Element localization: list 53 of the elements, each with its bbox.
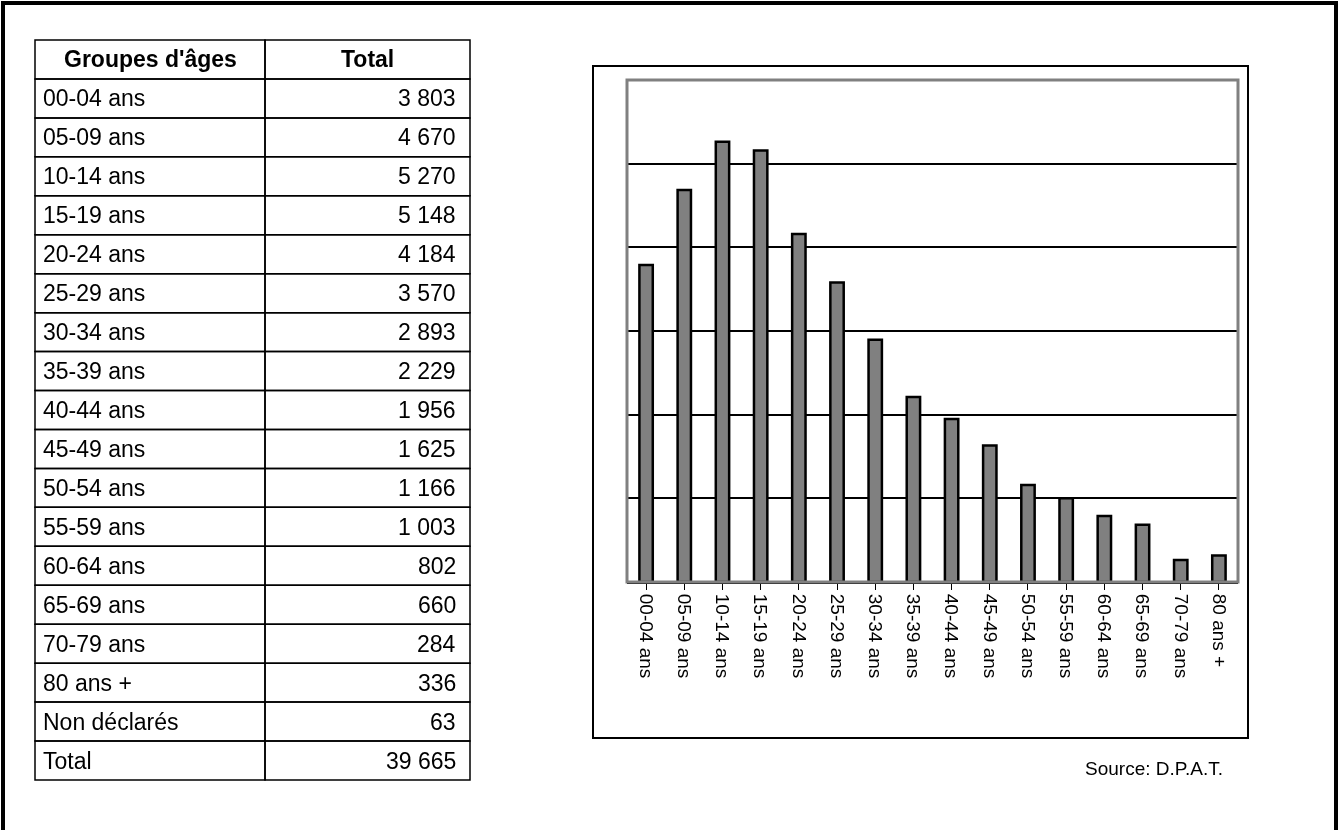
- x-tick-label: 15-19 ans: [750, 593, 772, 679]
- text: 55-59 ans: [43, 514, 146, 540]
- source-note: Source: D.P.A.T.: [1085, 758, 1223, 779]
- x-tick-label: 05-09 ans: [674, 593, 696, 679]
- text: Total: [341, 46, 395, 72]
- x-tick-label: 40-44 ans: [941, 593, 963, 679]
- text: 336: [418, 670, 457, 696]
- text: 4 184: [398, 241, 456, 267]
- text: 5 270: [398, 163, 456, 189]
- text: 63: [430, 709, 456, 735]
- x-tick-label: 45-49 ans: [979, 593, 1001, 679]
- text: 4 670: [398, 124, 456, 150]
- text: 5 148: [398, 202, 456, 228]
- text: 60-64 ans: [43, 553, 146, 579]
- text: Total: [43, 748, 92, 774]
- text: 35-39 ans: [43, 358, 146, 384]
- text: 660: [418, 592, 457, 618]
- text: 1 956: [398, 397, 456, 423]
- text: 3 803: [398, 85, 456, 111]
- text: 15-19 ans: [43, 202, 146, 228]
- x-tick-label: 10-14 ans: [712, 593, 734, 679]
- text: 50-54 ans: [43, 475, 146, 501]
- x-tick-label: 30-34 ans: [865, 593, 887, 679]
- x-tick-label: 55-59 ans: [1055, 593, 1077, 679]
- text: 25-29 ans: [43, 280, 146, 306]
- text: 1 625: [398, 436, 456, 462]
- x-tick-label: 65-69 ans: [1132, 593, 1154, 679]
- text: 1 166: [398, 475, 456, 501]
- text: 00-04 ans: [43, 85, 146, 111]
- x-tick-label: 50-54 ans: [1017, 593, 1039, 679]
- text: 2 893: [398, 319, 456, 345]
- text: 3 570: [398, 280, 456, 306]
- text: 2 229: [398, 358, 456, 384]
- text: 284: [417, 631, 456, 657]
- x-tick-label: 35-39 ans: [903, 593, 925, 679]
- text: 40-44 ans: [43, 397, 146, 423]
- text: 802: [418, 553, 457, 579]
- text: 20-24 ans: [43, 241, 146, 267]
- x-tick-label: 70-79 ans: [1170, 593, 1192, 679]
- text: Non déclarés: [43, 709, 179, 735]
- text: Groupes d'âges: [64, 46, 237, 72]
- x-tick-label: 00-04 ans: [635, 593, 657, 679]
- text: 30-34 ans: [43, 319, 146, 345]
- text: 39 665: [386, 748, 457, 774]
- x-tick-label: 60-64 ans: [1094, 593, 1116, 679]
- text: 45-49 ans: [43, 436, 146, 462]
- x-tick-label: 80 ans +: [1208, 593, 1230, 668]
- text: 05-09 ans: [43, 124, 146, 150]
- x-tick-label: 20-24 ans: [788, 593, 810, 679]
- text: 80 ans +: [43, 670, 132, 696]
- x-tick-label: 25-29 ans: [826, 593, 848, 679]
- text: 10-14 ans: [43, 163, 146, 189]
- text: 1 003: [398, 514, 456, 540]
